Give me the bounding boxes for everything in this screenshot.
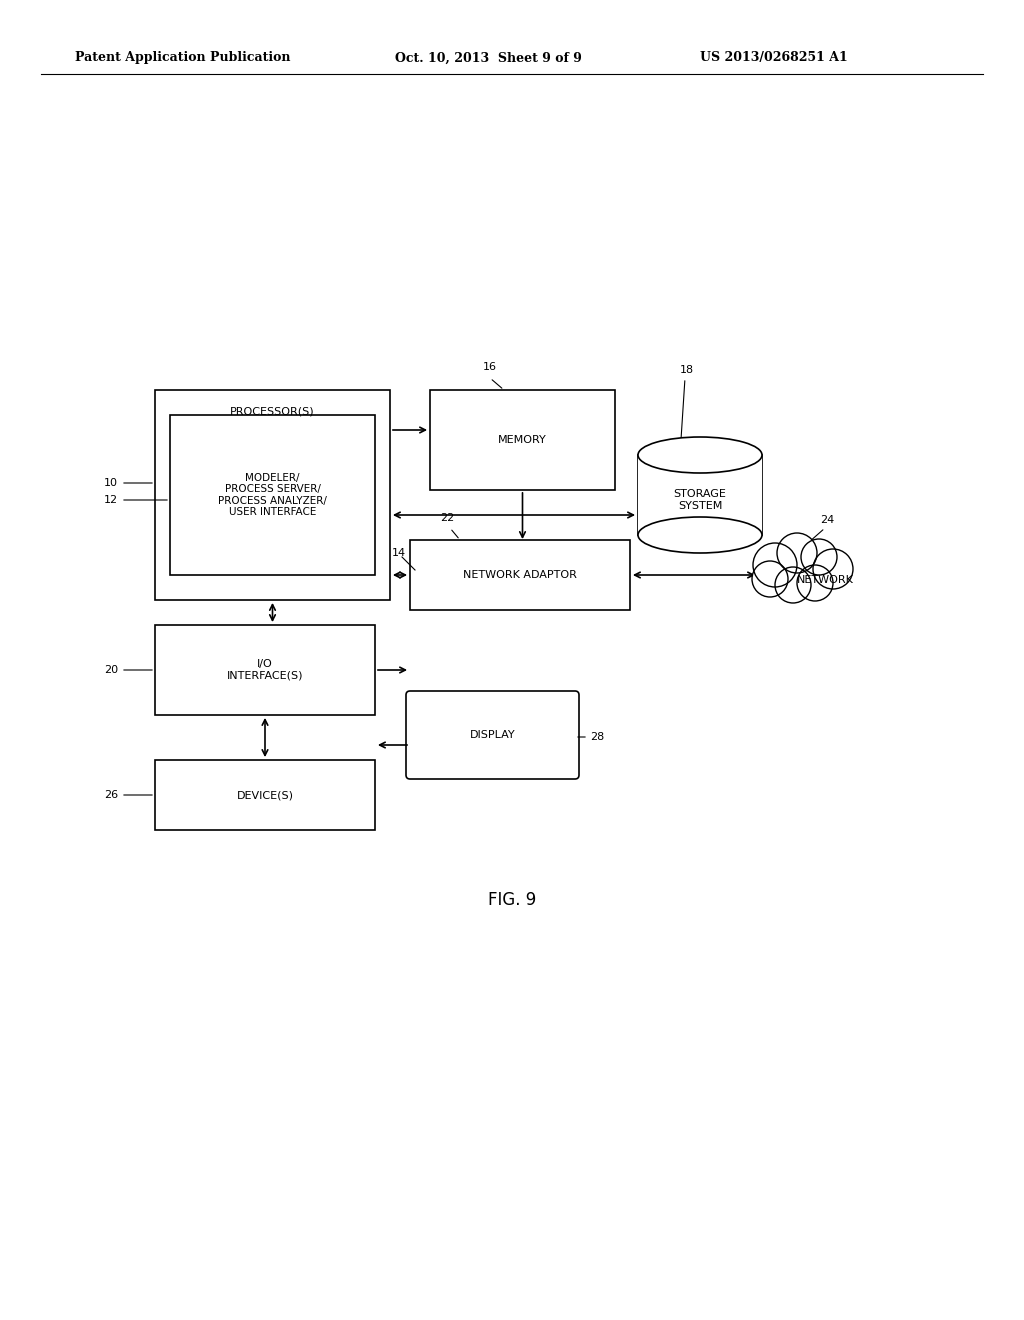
Circle shape [752, 561, 788, 597]
FancyBboxPatch shape [155, 760, 375, 830]
Text: 10: 10 [104, 478, 118, 488]
Text: 16: 16 [483, 362, 497, 372]
FancyBboxPatch shape [170, 414, 375, 576]
Text: 24: 24 [820, 515, 835, 525]
Circle shape [777, 533, 817, 573]
Bar [638, 455, 762, 535]
FancyBboxPatch shape [155, 624, 375, 715]
Circle shape [797, 565, 833, 601]
Text: 18: 18 [680, 366, 694, 375]
Text: 12: 12 [103, 495, 118, 506]
Text: DISPLAY: DISPLAY [470, 730, 515, 741]
Text: NETWORK: NETWORK [797, 576, 853, 585]
Text: I/O
INTERFACE(S): I/O INTERFACE(S) [226, 659, 303, 681]
FancyBboxPatch shape [410, 540, 630, 610]
Text: DEVICE(S): DEVICE(S) [237, 789, 294, 800]
FancyBboxPatch shape [155, 389, 390, 601]
Text: FIG. 9: FIG. 9 [487, 891, 537, 909]
Ellipse shape [638, 517, 762, 553]
Text: PROCESSOR(S): PROCESSOR(S) [230, 407, 314, 416]
FancyBboxPatch shape [430, 389, 615, 490]
Circle shape [775, 568, 811, 603]
Text: MODELER/
PROCESS SERVER/
PROCESS ANALYZER/
USER INTERFACE: MODELER/ PROCESS SERVER/ PROCESS ANALYZE… [218, 473, 327, 517]
Text: 22: 22 [440, 513, 455, 523]
Text: 26: 26 [103, 789, 118, 800]
Circle shape [801, 539, 837, 576]
Circle shape [813, 549, 853, 589]
Text: NETWORK ADAPTOR: NETWORK ADAPTOR [463, 570, 577, 579]
FancyBboxPatch shape [406, 690, 579, 779]
Text: US 2013/0268251 A1: US 2013/0268251 A1 [700, 51, 848, 65]
Text: MEMORY: MEMORY [498, 436, 547, 445]
Text: 20: 20 [103, 665, 118, 675]
Text: Patent Application Publication: Patent Application Publication [75, 51, 291, 65]
Text: 28: 28 [590, 733, 604, 742]
Circle shape [753, 543, 797, 587]
Text: 14: 14 [392, 548, 407, 558]
Text: STORAGE
SYSTEM: STORAGE SYSTEM [674, 490, 726, 511]
Text: Oct. 10, 2013  Sheet 9 of 9: Oct. 10, 2013 Sheet 9 of 9 [395, 51, 582, 65]
Ellipse shape [638, 437, 762, 473]
